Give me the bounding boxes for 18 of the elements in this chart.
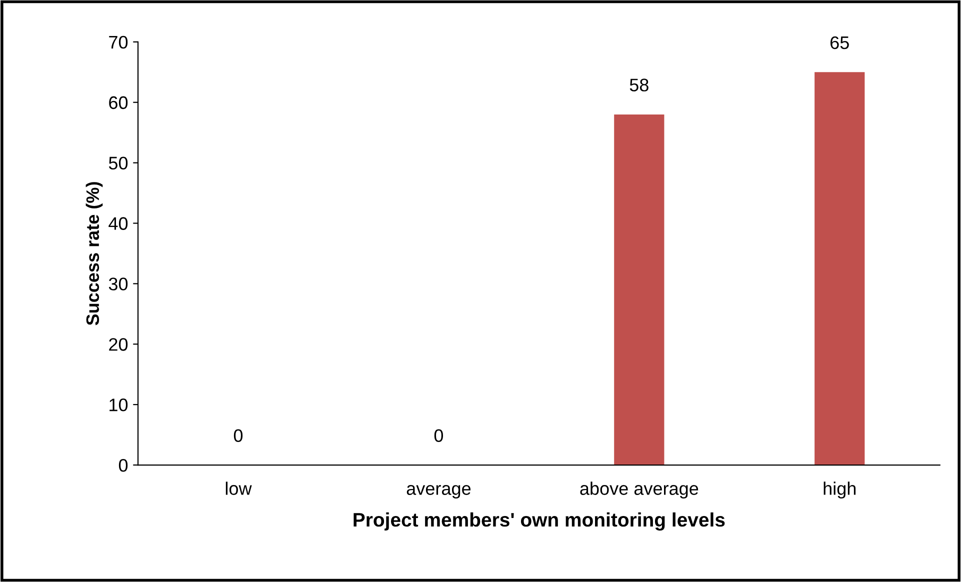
y-tick-label: 30	[108, 278, 128, 290]
y-tick-label: 70	[109, 36, 128, 49]
y-tick-label: 20	[109, 338, 128, 351]
y-tick-label: 50	[108, 156, 128, 170]
y-tick-label: 40	[108, 217, 128, 230]
x-tick-label: high	[824, 482, 856, 499]
data-label: 58	[630, 78, 648, 92]
y-axis-title: Success rate (%)	[86, 182, 103, 326]
y-tick-label: 0	[118, 458, 128, 472]
data-label: 0	[234, 429, 243, 442]
x-tick-label: average	[406, 485, 471, 499]
data-label: 65	[830, 36, 849, 50]
x-tick-label: low	[226, 482, 252, 495]
y-tick-label: 10	[110, 398, 128, 412]
x-tick-label: above average	[580, 482, 698, 499]
x-axis-title: Project members' own monitoring levels	[354, 512, 725, 531]
y-tick-label: 60	[109, 96, 128, 110]
data-label: 0	[434, 429, 444, 442]
